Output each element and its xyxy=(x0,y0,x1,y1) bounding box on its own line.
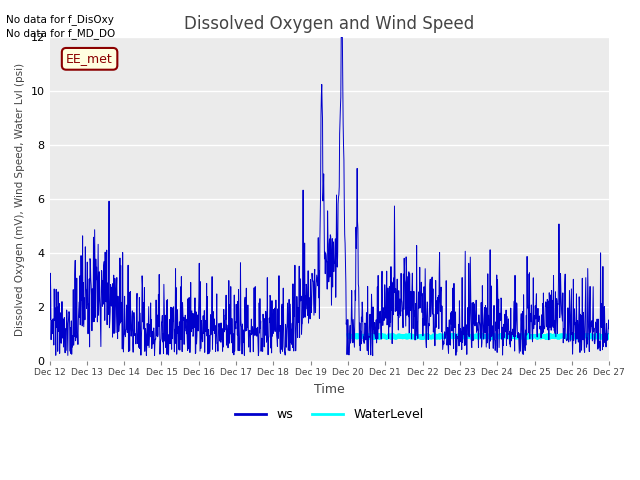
WaterLevel xyxy=(565,335,573,340)
Text: No data for f_DisOxy: No data for f_DisOxy xyxy=(6,13,115,24)
Line: WaterLevel: WaterLevel xyxy=(348,335,609,338)
WaterLevel xyxy=(430,335,438,340)
Legend: ws, WaterLevel: ws, WaterLevel xyxy=(230,403,428,426)
WaterLevel xyxy=(582,332,589,338)
ws xyxy=(170,333,178,338)
Title: Dissolved Oxygen and Wind Speed: Dissolved Oxygen and Wind Speed xyxy=(184,15,474,33)
Text: No data for f_MD_DO: No data for f_MD_DO xyxy=(6,28,116,39)
ws xyxy=(337,35,345,40)
WaterLevel xyxy=(353,332,360,337)
X-axis label: Time: Time xyxy=(314,383,345,396)
WaterLevel xyxy=(605,332,613,338)
Line: ws: ws xyxy=(49,37,609,356)
ws xyxy=(417,291,425,297)
Text: EE_met: EE_met xyxy=(66,52,113,65)
Y-axis label: Dissolved Oxygen (mV), Wind Speed, Water Lvl (psi): Dissolved Oxygen (mV), Wind Speed, Water… xyxy=(15,63,25,336)
WaterLevel xyxy=(344,332,352,338)
WaterLevel xyxy=(415,334,422,339)
ws xyxy=(490,302,498,308)
ws xyxy=(45,316,53,322)
WaterLevel xyxy=(387,332,395,337)
WaterLevel xyxy=(372,336,380,341)
ws xyxy=(233,320,241,325)
ws xyxy=(369,353,376,359)
WaterLevel xyxy=(352,334,360,340)
ws xyxy=(157,338,164,344)
ws xyxy=(605,326,613,332)
ws xyxy=(540,290,547,296)
